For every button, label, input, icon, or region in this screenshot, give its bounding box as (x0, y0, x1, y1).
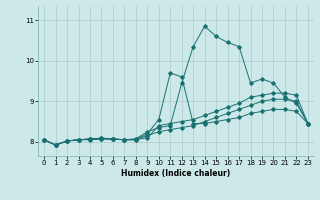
X-axis label: Humidex (Indice chaleur): Humidex (Indice chaleur) (121, 169, 231, 178)
